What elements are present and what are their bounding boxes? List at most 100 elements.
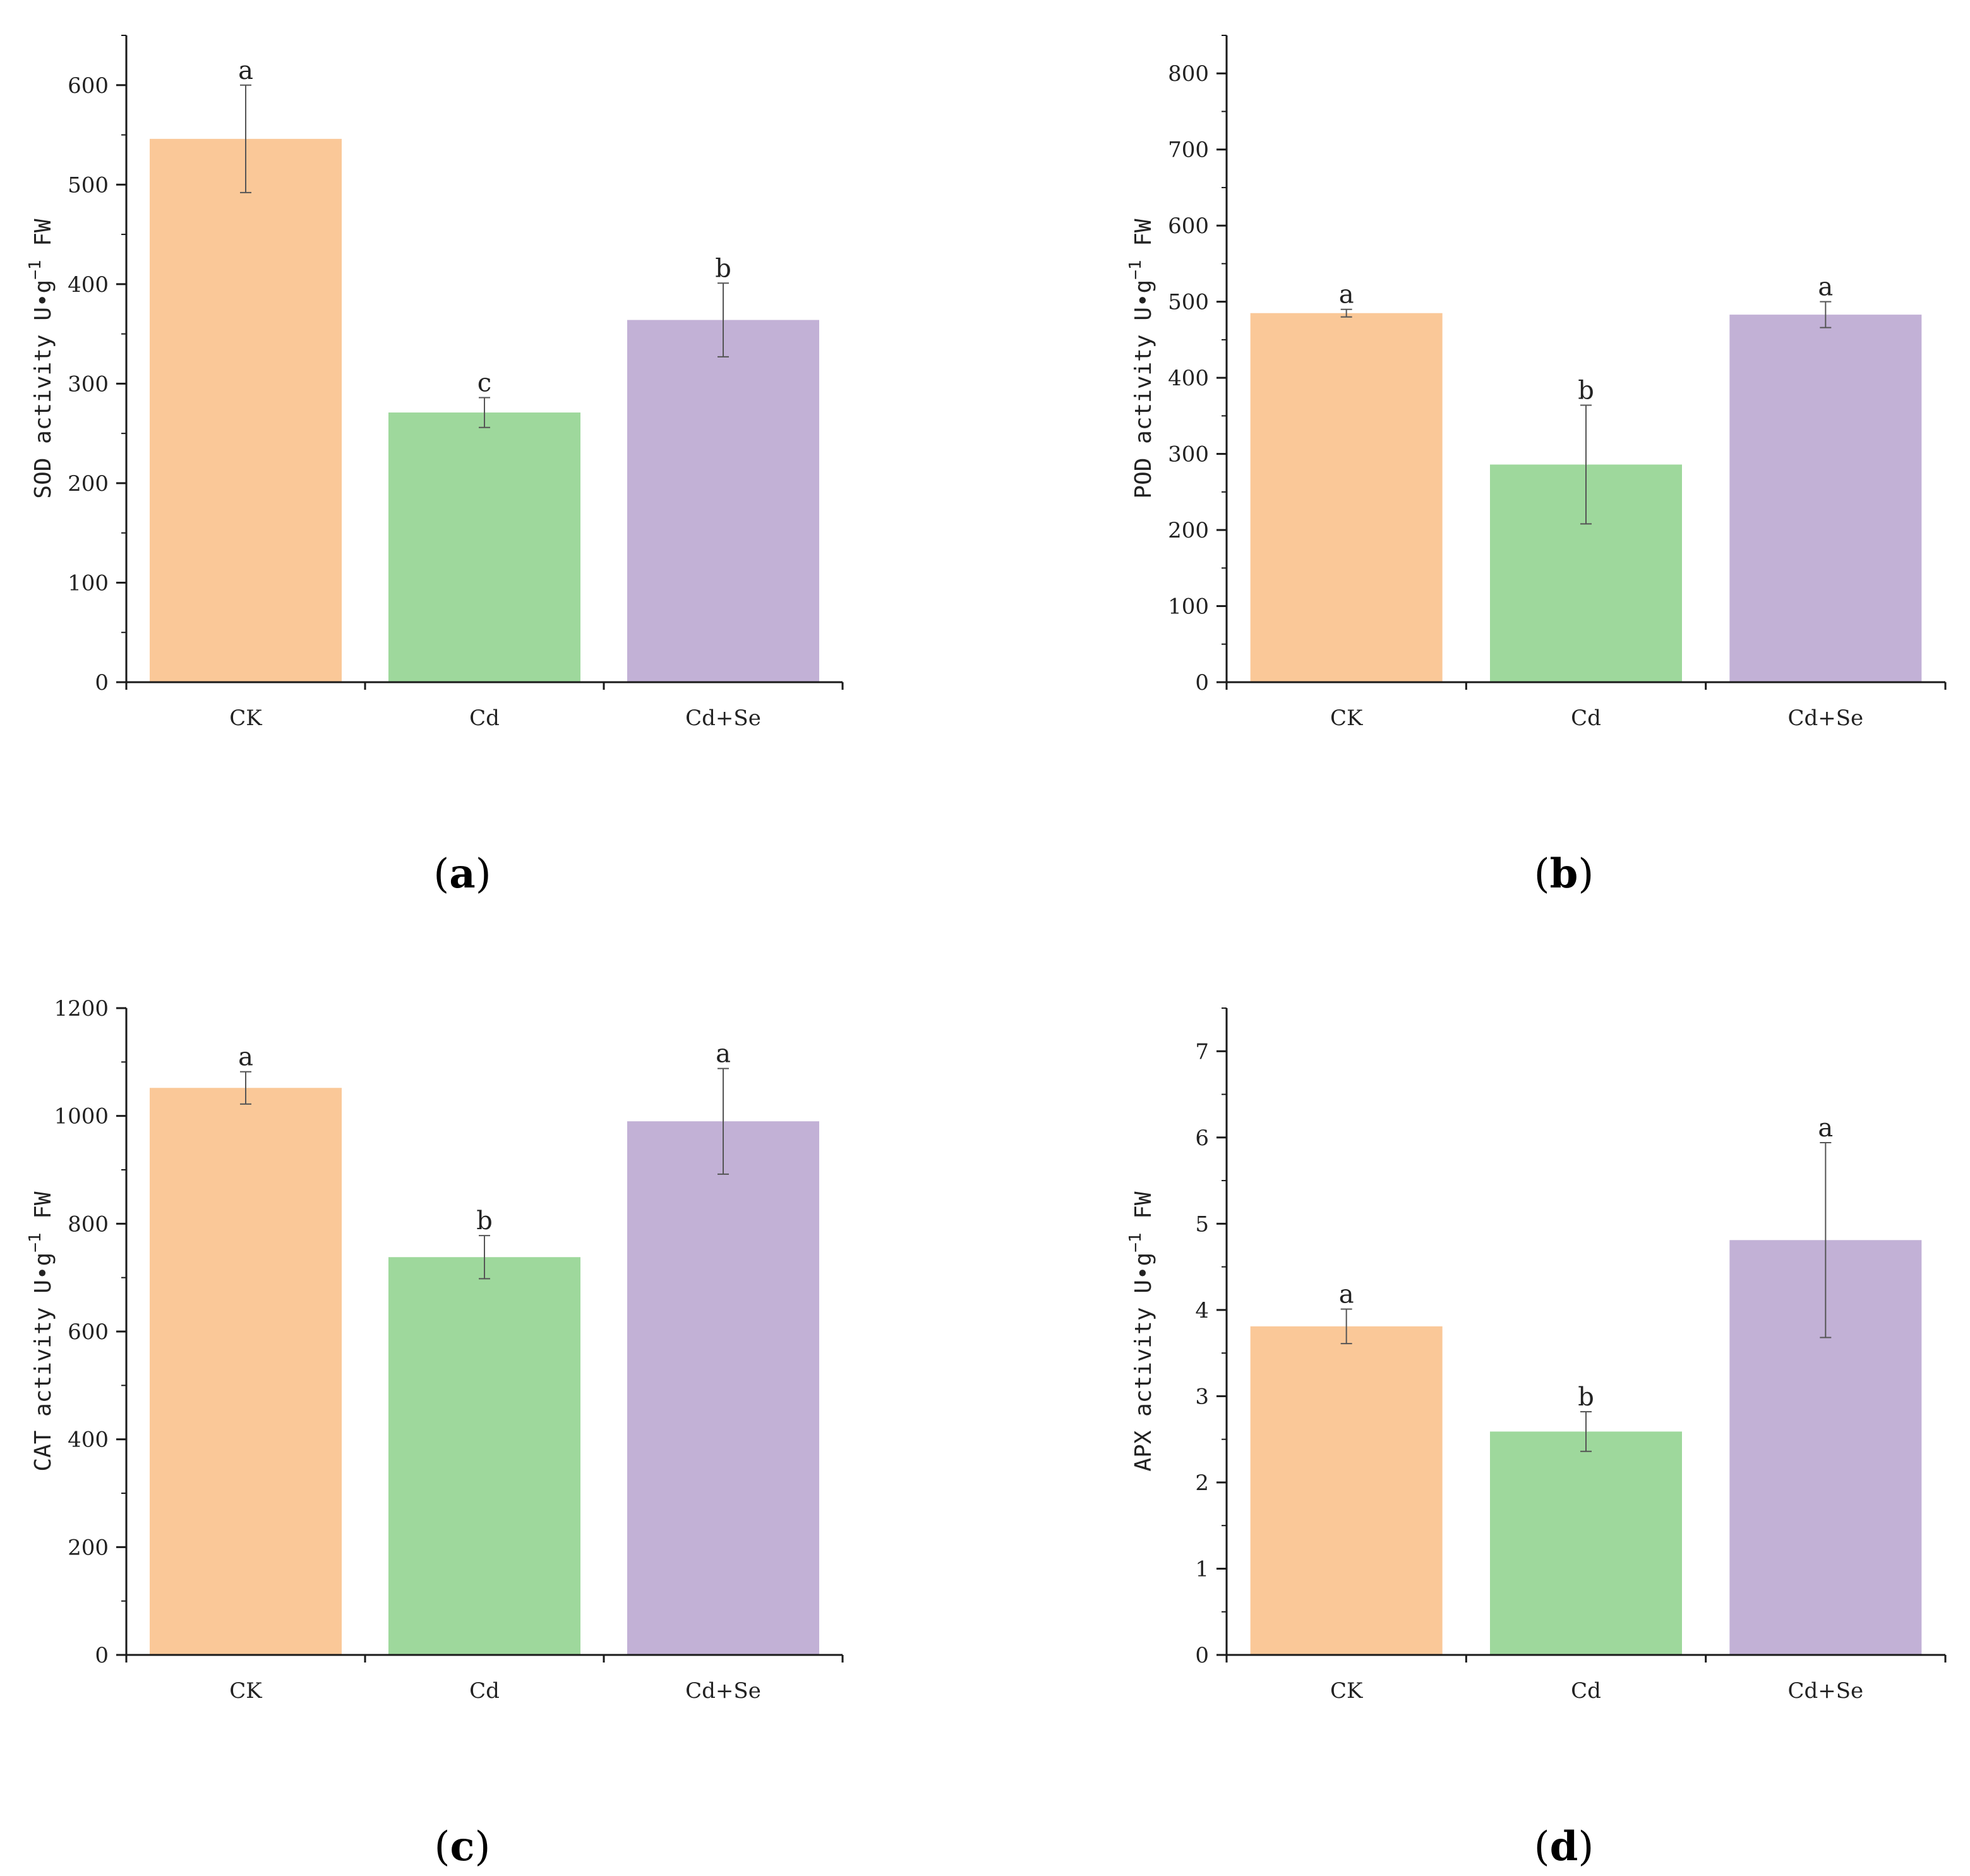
significance-letter: b bbox=[1578, 376, 1594, 405]
y-tick-label: 100 bbox=[68, 570, 109, 596]
panel-caption-open: ( bbox=[433, 851, 449, 898]
bar-cd bbox=[388, 1257, 580, 1655]
panel-d: a CK b Cd a Cd+Se 0 1 2 3 4 5 6 7 APX activity U•g−1 F… bbox=[1126, 1007, 1947, 1870]
panel-caption-close: ) bbox=[474, 1824, 490, 1870]
panel-caption: (b) bbox=[1534, 850, 1594, 898]
x-tick-label: Cd bbox=[1571, 706, 1601, 731]
y-tick-label: 300 bbox=[68, 371, 109, 397]
bar-cd-plus-se bbox=[627, 320, 819, 682]
x-tick-label: CK bbox=[229, 706, 262, 731]
y-axis-title-main: APX activity U•g bbox=[1131, 1253, 1156, 1472]
bar-cd-plus-se bbox=[1729, 315, 1922, 682]
y-tick-label: 400 bbox=[68, 1428, 109, 1453]
panel-a: a CK c Cd b Cd+Se 0 100 200 300 400 500 600 SOD activ… bbox=[26, 35, 844, 898]
y-tick-label: 200 bbox=[1168, 518, 1209, 543]
x-tick-label: CK bbox=[1330, 1678, 1363, 1704]
significance-letter: b bbox=[1578, 1383, 1594, 1412]
y-axis-title: APX activity U•g−1 FW bbox=[1126, 1191, 1156, 1471]
panel-caption-open: ( bbox=[1534, 851, 1550, 898]
y-tick-label: 600 bbox=[1168, 213, 1209, 239]
y-tick-label: 200 bbox=[68, 1535, 109, 1560]
bar-ck bbox=[1250, 1326, 1443, 1655]
y-tick-label: 200 bbox=[68, 471, 109, 496]
x-tick-label: Cd bbox=[469, 706, 500, 731]
panel-caption-open: ( bbox=[1534, 1824, 1550, 1870]
y-tick-label: 400 bbox=[68, 272, 109, 298]
panel-caption: (c) bbox=[435, 1823, 491, 1870]
significance-letter: a bbox=[1339, 1280, 1354, 1309]
y-tick-label: 600 bbox=[68, 73, 109, 99]
panel-caption-letter: d bbox=[1550, 1823, 1578, 1870]
significance-letter: b bbox=[476, 1206, 493, 1236]
y-tick-label: 0 bbox=[1195, 670, 1209, 695]
y-tick-label: 400 bbox=[1168, 366, 1209, 391]
y-axis-title: POD activity U•g−1 FW bbox=[1126, 219, 1156, 498]
y-tick-label: 1000 bbox=[54, 1104, 109, 1129]
y-tick-label: 0 bbox=[95, 670, 109, 695]
panel-c: a CK b Cd a Cd+Se 0 200 400 600 800 1000 1200 CAT act… bbox=[26, 996, 844, 1870]
significance-letter: a bbox=[1818, 1114, 1833, 1143]
y-axis-title-main: CAT activity U•g bbox=[30, 1253, 56, 1472]
panel-caption-letter: c bbox=[450, 1823, 475, 1870]
y-tick-label: 600 bbox=[68, 1320, 109, 1345]
y-tick-label: 4 bbox=[1195, 1298, 1209, 1323]
y-tick-label: 800 bbox=[68, 1212, 109, 1237]
significance-letter: a bbox=[238, 56, 253, 85]
x-tick-label: Cd+Se bbox=[685, 1678, 761, 1704]
panel-b: a CK b Cd a Cd+Se 0 100 200 300 400 500 600 700 800 POD… bbox=[1126, 35, 1947, 898]
y-tick-label: 0 bbox=[1195, 1643, 1209, 1668]
y-axis-title-superscript: −1 bbox=[1126, 1232, 1145, 1252]
panel-caption: (a) bbox=[433, 850, 491, 898]
y-tick-label: 300 bbox=[1168, 442, 1209, 467]
y-axis-title-main: SOD activity U•g bbox=[30, 280, 56, 499]
significance-letter: a bbox=[1339, 280, 1354, 310]
significance-letter: a bbox=[238, 1043, 253, 1072]
significance-letter: a bbox=[716, 1040, 731, 1069]
y-axis-title-superscript: −1 bbox=[26, 1232, 45, 1252]
y-axis-title-unit: FW bbox=[30, 219, 56, 260]
panel-caption: (d) bbox=[1534, 1823, 1594, 1870]
bar-cd bbox=[388, 412, 580, 682]
bar-ck bbox=[1250, 313, 1443, 682]
y-axis-title-superscript: −1 bbox=[1126, 260, 1145, 279]
x-tick-label: Cd+Se bbox=[1787, 706, 1863, 731]
x-tick-label: Cd+Se bbox=[1787, 1678, 1863, 1704]
y-tick-label: 5 bbox=[1195, 1212, 1209, 1237]
bar-ck bbox=[150, 138, 342, 683]
y-tick-label: 500 bbox=[1168, 290, 1209, 315]
y-axis-title: CAT activity U•g−1 FW bbox=[26, 1191, 56, 1471]
y-axis-title: SOD activity U•g−1 FW bbox=[26, 219, 56, 498]
y-tick-label: 7 bbox=[1195, 1039, 1209, 1064]
y-tick-label: 1200 bbox=[54, 996, 109, 1021]
y-axis-title-unit: FW bbox=[1131, 219, 1156, 260]
bar-cd bbox=[1490, 1431, 1682, 1655]
y-tick-label: 2 bbox=[1195, 1470, 1209, 1496]
panel-caption-letter: a bbox=[449, 850, 475, 898]
bar-cd-plus-se bbox=[627, 1121, 819, 1655]
y-tick-label: 1 bbox=[1195, 1556, 1209, 1582]
y-tick-label: 0 bbox=[95, 1643, 109, 1668]
panel-caption-close: ) bbox=[1578, 851, 1594, 898]
y-tick-label: 500 bbox=[68, 172, 109, 198]
x-tick-label: Cd bbox=[469, 1678, 500, 1704]
y-tick-label: 3 bbox=[1195, 1384, 1209, 1409]
panel-caption-letter: b bbox=[1550, 850, 1578, 898]
y-tick-label: 100 bbox=[1168, 594, 1209, 620]
y-tick-label: 700 bbox=[1168, 138, 1209, 163]
panel-caption-close: ) bbox=[1578, 1824, 1594, 1870]
y-axis-title-unit: FW bbox=[1131, 1191, 1156, 1232]
significance-letter: a bbox=[1818, 273, 1833, 302]
y-tick-label: 6 bbox=[1195, 1126, 1209, 1151]
x-tick-label: Cd+Se bbox=[685, 706, 761, 731]
panel-caption-open: ( bbox=[435, 1824, 450, 1870]
panel-caption-close: ) bbox=[476, 851, 491, 898]
bar-ck bbox=[150, 1088, 342, 1655]
y-axis-title-superscript: −1 bbox=[26, 260, 45, 279]
x-tick-label: CK bbox=[229, 1678, 262, 1704]
significance-letter: c bbox=[477, 368, 491, 397]
y-axis-title-main: POD activity U•g bbox=[1131, 280, 1156, 499]
significance-letter: b bbox=[715, 254, 731, 283]
x-tick-label: CK bbox=[1330, 706, 1363, 731]
x-tick-label: Cd bbox=[1571, 1678, 1601, 1704]
